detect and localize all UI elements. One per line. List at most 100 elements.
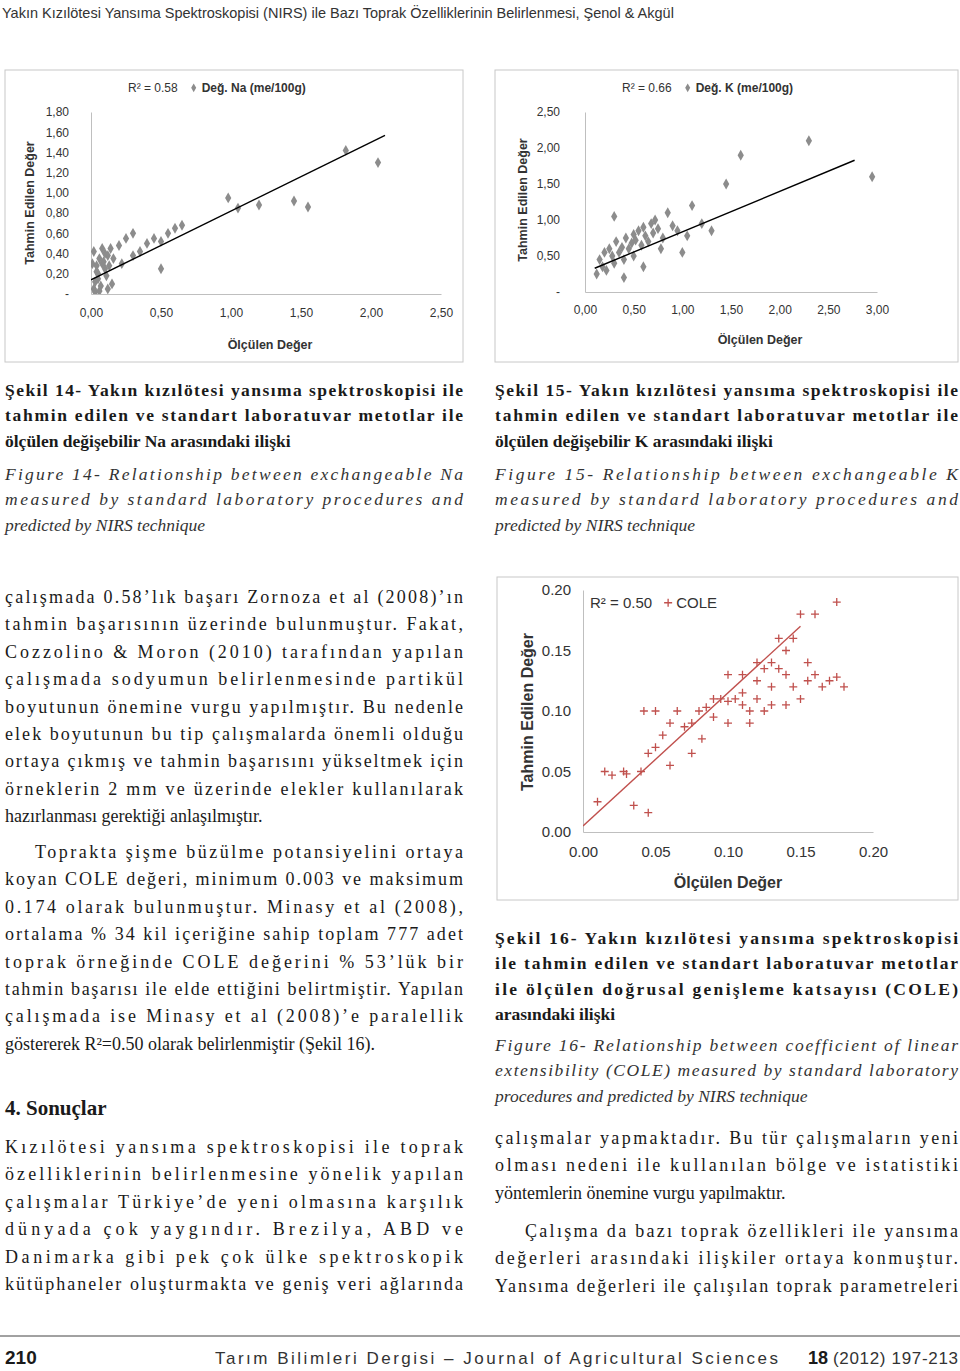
tick-label: 0.10 — [542, 702, 571, 719]
volume: 18 — [808, 1348, 828, 1368]
data-point — [644, 809, 652, 817]
caption-tr: Şekil 15- Yakın kızılötesi yansıma spekt… — [495, 380, 958, 400]
left-column: çalışmada 0.58’lık başarı Zornoza et al … — [5, 587, 463, 1294]
tick-label: 0.05 — [641, 843, 670, 860]
legend-marker — [685, 83, 690, 92]
x-axis-title: Ölçülen Değer — [718, 332, 803, 347]
data-point — [833, 598, 841, 606]
data-point — [623, 233, 629, 244]
data-point — [630, 801, 638, 809]
body-text: elek boyutunun bu tip çalışmalarda öneml… — [5, 724, 463, 744]
data-point — [724, 671, 732, 679]
data-point — [620, 768, 628, 776]
body-text: Yansıma değerleri ile çalışılan toprak p… — [495, 1276, 958, 1296]
tick-label: 1,00 — [220, 306, 244, 320]
data-point — [144, 238, 150, 249]
x-axis: 0,000,501,001,502,002,503,00 — [574, 292, 890, 317]
caption-tr: tahmin edilen ve standart laboratuvar me… — [5, 405, 463, 425]
data-point — [710, 713, 718, 721]
legend: R² = 0.66Değ. K (me/100g) — [622, 81, 793, 95]
body-text: dünyada çok yaygındır. Brezilya, ABD ve — [5, 1219, 463, 1239]
tick: 0.00 — [542, 823, 583, 840]
data-point — [91, 246, 97, 257]
tick: 1,50 — [537, 177, 585, 191]
data-point — [768, 701, 776, 709]
tick-label: 2,00 — [537, 141, 561, 155]
data-point — [760, 707, 768, 715]
body-text: 0.174 olarak bulunmuştur. Minasy et al (… — [5, 897, 463, 918]
data-point — [782, 647, 790, 655]
tick-label: 0.15 — [542, 642, 571, 659]
tick-label: 0.05 — [542, 763, 571, 780]
x-axis: 0.000.050.100.150.20 — [569, 832, 888, 860]
data-point — [291, 196, 297, 207]
body-text: Çalışma da bazı toprak özellikleri ile y… — [525, 1221, 958, 1241]
tick: 1,00 — [220, 294, 244, 320]
data-point — [689, 200, 695, 211]
tick-label: 1,60 — [46, 126, 70, 140]
tick: 0.00 — [569, 832, 598, 860]
chart: 0,000,501,001,502,002,503,00-0,501,001,5… — [495, 70, 958, 362]
legend-marker — [664, 599, 672, 607]
data-point — [840, 683, 848, 691]
caption-en: procedures and predicted by NIRS techniq… — [493, 1086, 808, 1106]
data-point — [601, 768, 609, 776]
body-text: çalışmada 0.58’lık başarı Zornoza et al … — [5, 587, 463, 608]
data-point — [102, 248, 108, 259]
data-point — [105, 284, 111, 294]
x-axis-title: Ölçülen Değer — [228, 337, 313, 352]
tick: 1,50 — [290, 294, 314, 320]
caption-en: measured by standard laboratory procedur… — [495, 489, 958, 509]
tick: 1,50 — [720, 292, 744, 317]
data-point — [621, 272, 627, 283]
legend: R² = 0.50COLE — [590, 594, 717, 611]
section-heading: 4. Sonuçlar — [5, 1096, 107, 1120]
data-point — [782, 671, 790, 679]
caption-en: predicted by NIRS technique — [3, 515, 205, 535]
body-text: toprak örneğinde COLE değerini % 53’lük … — [5, 952, 463, 972]
data-point — [688, 749, 696, 757]
trend-line — [583, 626, 801, 826]
data-point — [158, 263, 164, 274]
data-point — [172, 223, 178, 234]
data-point — [655, 223, 661, 234]
running-title: Yakın Kızılötesi Yansıma Spektroskopisi … — [2, 4, 674, 21]
body-text: ortalama % 34 kil içeriğine sahip toplam… — [5, 924, 463, 944]
body-text: ortaya çıkmış ve tahmin başarısını yükse… — [5, 751, 463, 771]
data-point — [811, 610, 819, 618]
tick: 1,00 — [537, 213, 585, 227]
data-point — [632, 235, 638, 246]
data-point — [652, 215, 658, 226]
tick: 0.05 — [641, 832, 670, 860]
tick: - — [556, 285, 585, 299]
data-point — [797, 610, 805, 618]
tick-label: 2,50 — [430, 306, 454, 320]
data-point — [760, 665, 768, 673]
data-point — [611, 211, 617, 222]
tick-label: - — [65, 287, 69, 301]
data-point — [640, 707, 648, 715]
tick-label: 1,40 — [46, 146, 70, 160]
data-point — [708, 225, 714, 236]
data-point — [256, 200, 262, 211]
tick: 0,50 — [150, 294, 174, 320]
tick-label: 2,00 — [768, 303, 792, 317]
trend-line — [595, 160, 855, 268]
tick: 0,40 — [46, 247, 91, 261]
tick: 2,00 — [768, 292, 792, 317]
legend-marker — [191, 83, 196, 92]
y-axis-title: Tahmin Edilen Değer — [516, 138, 530, 262]
caption-tr: Şekil 14- Yakın kızılötesi yansıma spekt… — [5, 380, 463, 400]
body-text: göstererek R²=0.50 olarak belirlenmiştir… — [5, 1034, 375, 1055]
data-point — [723, 179, 729, 190]
tick: 2,50 — [817, 292, 841, 317]
data-point — [179, 220, 185, 231]
body-text: Kızılötesi yansıma spektroskopisi ile to… — [5, 1137, 463, 1157]
data-point — [375, 157, 381, 168]
data-point — [753, 677, 761, 685]
body-text: Toprakta şişme büzülme potansiyelini ort… — [35, 842, 463, 862]
legend-entry: COLE — [676, 594, 717, 611]
body-text: tahmin başarısı ile elde ettiğini belirt… — [5, 979, 463, 999]
tick-label: 0,40 — [46, 247, 70, 261]
tick-label: 1,00 — [671, 303, 695, 317]
